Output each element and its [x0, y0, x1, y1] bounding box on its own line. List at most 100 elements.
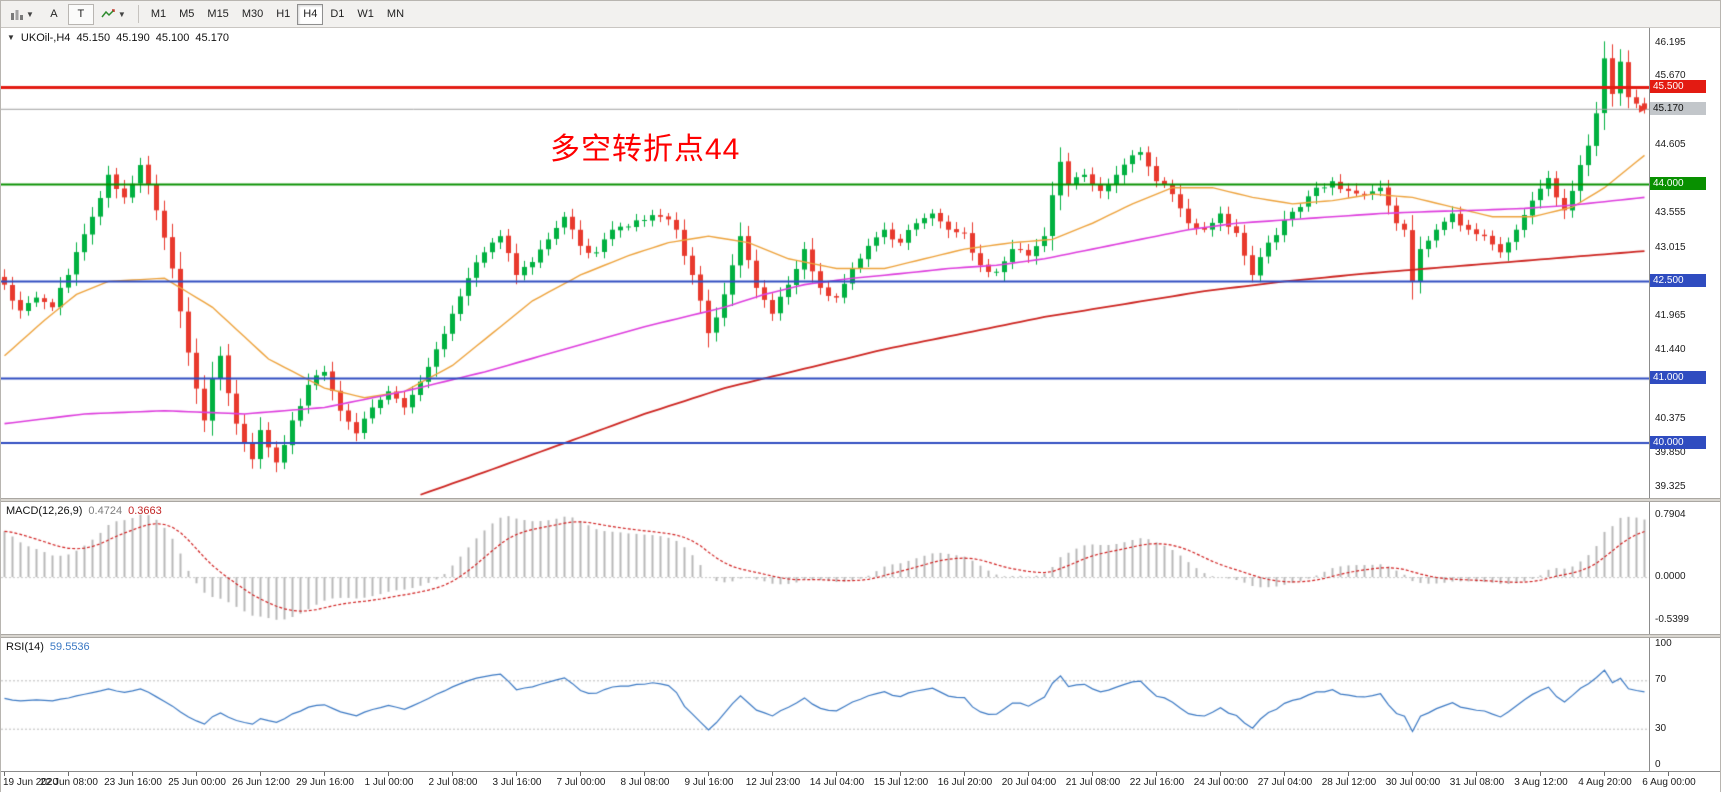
- time-label: 29 Jun 16:00: [296, 777, 354, 788]
- axis-label: 100: [1655, 638, 1672, 650]
- price-tag: 45.170: [1650, 101, 1706, 115]
- ohlc-open: 45.150: [76, 32, 111, 44]
- timeframe-button-mn[interactable]: MN: [381, 4, 410, 25]
- time-label: 22 Jul 16:00: [1129, 777, 1185, 788]
- timeframe-button-h1[interactable]: H1: [270, 4, 296, 25]
- ohlc-low: 45.100: [155, 32, 190, 44]
- time-label: 22 Jun 08:00: [40, 777, 98, 788]
- time-tick: [580, 772, 581, 776]
- price-tag[interactable]: 44.000: [1650, 177, 1706, 191]
- time-label: 25 Jun 00:00: [168, 777, 226, 788]
- time-tick: [836, 772, 837, 776]
- time-tick: [388, 772, 389, 776]
- time-tick: [260, 772, 261, 776]
- toolbar-separator: [137, 5, 139, 23]
- axis-label: 0: [1655, 758, 1661, 770]
- time-label: 31 Jul 08:00: [1449, 777, 1505, 788]
- axis-label: 43.555: [1655, 207, 1686, 219]
- rsi-canvas[interactable]: [1, 638, 1651, 771]
- time-tick: [1668, 772, 1669, 776]
- macd-panel: MACD(12,26,9) 0.4724 0.3663 0.7904 0.0000…: [1, 502, 1720, 634]
- timeframe-button-m15[interactable]: M15: [201, 4, 234, 25]
- price-tag[interactable]: 45.500: [1650, 80, 1706, 94]
- macd-header: MACD(12,26,9) 0.4724 0.3663: [6, 505, 162, 517]
- time-axis[interactable]: 19 Jun 2020 22 Jun 08:00 23 Jun 16:00 25 Ju…: [1, 771, 1720, 793]
- time-label: 24 Jul 00:00: [1193, 777, 1249, 788]
- axis-label: 44.605: [1655, 139, 1686, 151]
- timeframe-button-m1[interactable]: M1: [145, 4, 172, 25]
- ohlc-close: 45.170: [195, 32, 230, 44]
- panel-separator[interactable]: [1, 634, 1720, 638]
- text-annotation-button[interactable]: A: [41, 4, 67, 25]
- axis-label: 30: [1655, 722, 1667, 734]
- time-tick: [516, 772, 517, 776]
- time-tick: [1540, 772, 1541, 776]
- time-label: 30 Jul 00:00: [1385, 777, 1441, 788]
- macd-scale: 0.7904 0.0000 -0.5399: [1649, 502, 1720, 634]
- time-tick: [1156, 772, 1157, 776]
- time-label: 8 Jul 08:00: [620, 777, 670, 788]
- time-label: 16 Jul 20:00: [937, 777, 993, 788]
- time-tick: [68, 772, 69, 776]
- time-label: 20 Jul 04:00: [1001, 777, 1057, 788]
- macd-main-value: 0.4724: [88, 505, 123, 517]
- chart-menu-button[interactable]: ▼: [4, 4, 40, 25]
- axis-label: 46.195: [1655, 36, 1686, 48]
- axis-label: 39.850: [1655, 446, 1686, 458]
- time-label: 15 Jul 12:00: [873, 777, 929, 788]
- time-tick: [452, 772, 453, 776]
- time-label: 2 Jul 08:00: [428, 777, 478, 788]
- price-tag[interactable]: 42.500: [1650, 274, 1706, 288]
- indicators-button[interactable]: ▼: [95, 4, 132, 25]
- macd-label: MACD(12,26,9): [6, 505, 83, 517]
- time-tick: [644, 772, 645, 776]
- annotation-text[interactable]: 多空转折点44: [550, 133, 741, 166]
- time-tick: [1028, 772, 1029, 776]
- timeframe-button-m5[interactable]: M5: [173, 4, 200, 25]
- time-tick: [1092, 772, 1093, 776]
- time-label: 7 Jul 00:00: [556, 777, 606, 788]
- time-tick: [1604, 772, 1605, 776]
- main-toolbar: ▼ A T ▼ M1 M5 M15 M30 H1 H4 D1 W1 MN: [1, 1, 1720, 28]
- time-tick: [1348, 772, 1349, 776]
- rsi-value: 59.5536: [49, 641, 90, 653]
- rsi-label: RSI(14): [6, 641, 44, 653]
- time-tick: [900, 772, 901, 776]
- time-label: 21 Jul 08:00: [1065, 777, 1121, 788]
- macd-canvas[interactable]: [1, 502, 1651, 634]
- ohlc-high: 45.190: [116, 32, 150, 44]
- symbol-dropdown-icon[interactable]: ▼: [7, 33, 15, 42]
- time-label: 6 Aug 00:00: [1642, 777, 1696, 788]
- time-tick: [1412, 772, 1413, 776]
- time-label: 12 Jul 23:00: [745, 777, 801, 788]
- time-label: 28 Jul 12:00: [1321, 777, 1377, 788]
- time-tick: [324, 772, 325, 776]
- time-tick: [196, 772, 197, 776]
- time-label: 9 Jul 16:00: [684, 777, 734, 788]
- caret-down-icon: ▼: [26, 9, 34, 19]
- axis-label: 39.325: [1655, 480, 1686, 492]
- time-label: 1 Jul 00:00: [364, 777, 414, 788]
- price-panel: ▼ UKOil-,H4 45.150 45.190 45.100 45.170 …: [1, 28, 1720, 498]
- price-tag[interactable]: 41.000: [1650, 371, 1706, 385]
- time-label: 14 Jul 04:00: [809, 777, 865, 788]
- axis-label: 0.7904: [1655, 508, 1686, 520]
- time-tick: [1476, 772, 1477, 776]
- axis-label: -0.5399: [1655, 613, 1689, 625]
- rsi-scale: 100 70 30 0: [1649, 638, 1720, 771]
- indicator-zigzag-icon: [101, 9, 115, 18]
- time-tick: [708, 772, 709, 776]
- axis-label: 41.440: [1655, 343, 1686, 355]
- timeframe-button-w1[interactable]: W1: [351, 4, 380, 25]
- timeframe-button-h4[interactable]: H4: [297, 3, 324, 25]
- time-tick: [132, 772, 133, 776]
- axis-label: 45.670: [1655, 70, 1686, 82]
- text-box-button[interactable]: T: [67, 3, 94, 25]
- price-chart-canvas[interactable]: [1, 28, 1651, 498]
- axis-label: 40.375: [1655, 412, 1686, 424]
- panel-separator[interactable]: [1, 498, 1720, 502]
- timeframe-button-d1[interactable]: D1: [324, 4, 350, 25]
- timeframe-button-m30[interactable]: M30: [236, 4, 269, 25]
- time-tick: [1284, 772, 1285, 776]
- price-tag[interactable]: 40.000: [1650, 436, 1706, 450]
